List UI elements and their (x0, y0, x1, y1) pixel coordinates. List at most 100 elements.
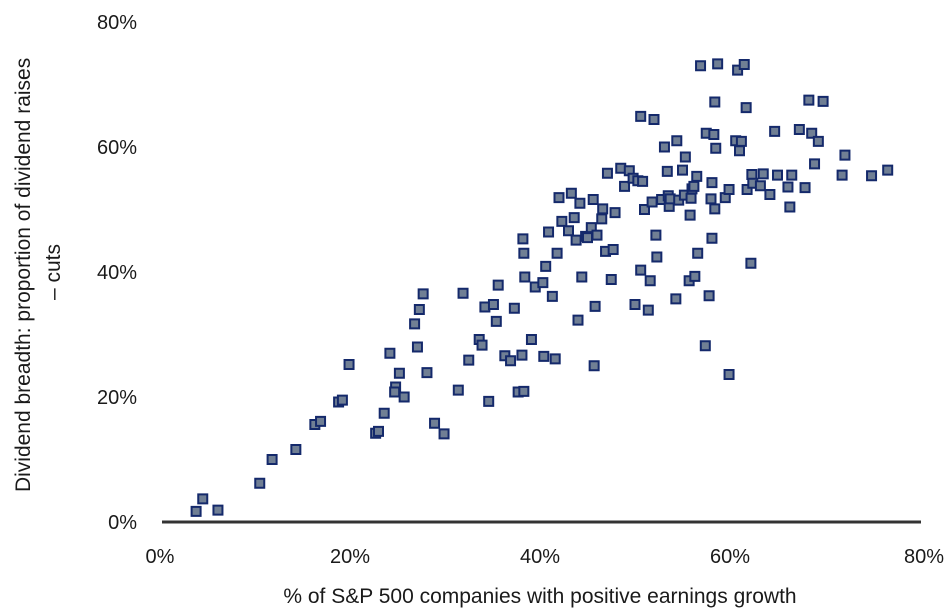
data-point (712, 58, 724, 70)
data-point (517, 233, 529, 245)
data-point (384, 347, 396, 359)
y-axis-label-line-1: Dividend breadth: proportion of dividend… (12, 58, 35, 492)
data-point (609, 207, 621, 219)
x-axis-ticks: 0% 20% 40% 60% 80% (146, 546, 945, 568)
data-point (417, 288, 429, 300)
y-tick-label: 80% (97, 12, 137, 34)
y-tick-label: 0% (108, 512, 137, 534)
data-point (642, 304, 654, 316)
data-point (839, 149, 851, 161)
data-point (740, 102, 752, 114)
data-point (290, 444, 302, 455)
data-point (487, 299, 499, 310)
data-point (519, 271, 531, 283)
data-point (576, 271, 588, 283)
data-point (551, 247, 563, 259)
data-point (764, 189, 776, 200)
data-point (757, 168, 769, 180)
data-point (587, 194, 599, 205)
scatter-points (190, 58, 894, 517)
data-point (677, 164, 688, 176)
data-point (553, 192, 565, 204)
data-point (689, 270, 701, 282)
x-axis-label: % of S&P 500 companies with positive ear… (283, 585, 796, 608)
data-point (629, 299, 641, 310)
data-point (644, 275, 656, 287)
data-point (741, 184, 753, 195)
data-point (882, 164, 894, 176)
data-point (543, 226, 555, 238)
data-point (421, 367, 433, 379)
data-point (518, 247, 530, 259)
data-point (782, 181, 794, 193)
data-point (197, 493, 209, 505)
data-point (732, 64, 744, 76)
data-point (812, 135, 824, 147)
data-point (568, 212, 580, 224)
data-point (661, 165, 673, 177)
data-point (692, 247, 704, 259)
data-point (809, 158, 821, 170)
data-point (476, 339, 488, 351)
data-point (505, 355, 517, 367)
data-point (389, 386, 401, 398)
x-tick-label: 0% (146, 546, 175, 568)
data-point (769, 125, 781, 137)
data-point (746, 169, 758, 180)
data-point (429, 417, 441, 429)
data-point (582, 232, 593, 244)
data-point (373, 425, 384, 437)
y-axis-label: Dividend breadth: proportion of dividend… (12, 52, 65, 492)
data-point (706, 232, 718, 244)
data-point (685, 192, 697, 204)
data-point (413, 304, 425, 315)
data-point (490, 315, 502, 327)
data-point (518, 385, 530, 397)
data-point (709, 203, 721, 215)
data-point (336, 394, 348, 406)
y-tick-label: 60% (97, 137, 137, 159)
data-point (806, 127, 818, 139)
data-point (706, 177, 718, 189)
data-point (607, 244, 619, 255)
data-point (605, 274, 617, 285)
data-point (525, 334, 537, 345)
x-tick-label: 80% (904, 546, 944, 568)
data-point (596, 213, 608, 225)
data-point (691, 170, 703, 182)
data-point (591, 229, 603, 241)
data-point (799, 182, 811, 194)
data-point (650, 229, 662, 241)
data-point (537, 277, 549, 289)
data-point (452, 384, 464, 396)
data-point (639, 204, 650, 215)
y-tick-label: 20% (97, 387, 137, 409)
data-point (723, 184, 735, 195)
data-point (438, 428, 450, 440)
data-point (784, 201, 796, 213)
data-point (670, 293, 682, 305)
data-point (212, 504, 224, 516)
data-point (723, 369, 735, 380)
data-point (556, 215, 568, 227)
data-point (540, 260, 552, 272)
data-point (734, 145, 745, 157)
data-point (866, 170, 878, 182)
data-point (651, 251, 663, 263)
y-tick-label: 40% (97, 262, 137, 284)
data-point (378, 407, 390, 419)
data-point (343, 359, 355, 370)
data-point (597, 203, 609, 215)
data-point (803, 94, 815, 106)
data-point (538, 350, 550, 362)
data-point (772, 169, 783, 181)
data-point (754, 180, 766, 192)
data-point (565, 187, 577, 199)
data-point (793, 124, 805, 135)
data-point (695, 60, 707, 72)
data-point (516, 349, 528, 361)
y-axis-label-line-2: – cuts (42, 244, 65, 300)
data-point (703, 290, 715, 302)
x-tick-label: 60% (710, 546, 750, 568)
